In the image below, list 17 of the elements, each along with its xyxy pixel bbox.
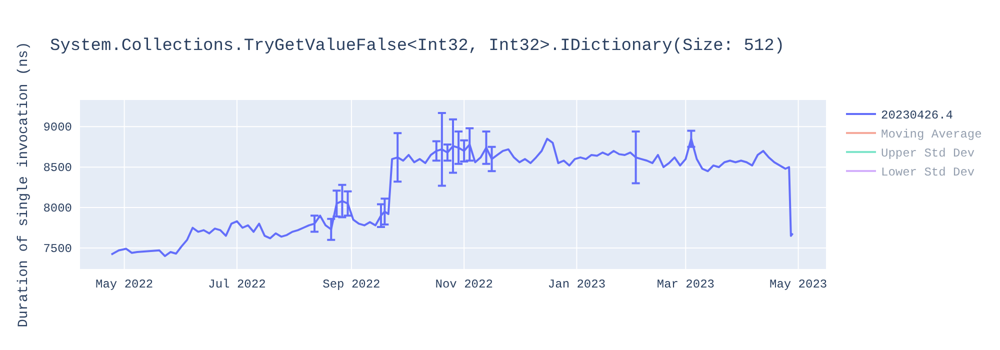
x-tick-label: May 2023 xyxy=(769,278,828,292)
legend-label: Moving Average xyxy=(881,128,982,142)
y-axis-title: Duration of single invocation (ns) xyxy=(16,42,32,328)
x-tick-label: Sep 2022 xyxy=(322,278,380,292)
x-tick-label: Jul 2022 xyxy=(208,278,266,292)
x-tick-label: Jan 2023 xyxy=(548,278,606,292)
chart-title: System.Collections.TryGetValueFalse<Int32, Int32>.IDictionary(Size: 512) xyxy=(50,37,785,56)
y-tick-label: 8000 xyxy=(43,201,72,216)
y-tick-label: 9000 xyxy=(43,120,72,135)
x-tick-label: Mar 2023 xyxy=(656,278,714,292)
x-tick-label: May 2022 xyxy=(96,278,154,292)
x-tick-label: Nov 2022 xyxy=(435,278,493,292)
legend-label: Lower Std Dev xyxy=(881,166,975,180)
y-tick-label: 8500 xyxy=(43,160,72,175)
legend-label: Upper Std Dev xyxy=(881,146,975,160)
y-tick-label: 7500 xyxy=(43,242,72,256)
legend-label: 20230426.4 xyxy=(881,108,954,122)
